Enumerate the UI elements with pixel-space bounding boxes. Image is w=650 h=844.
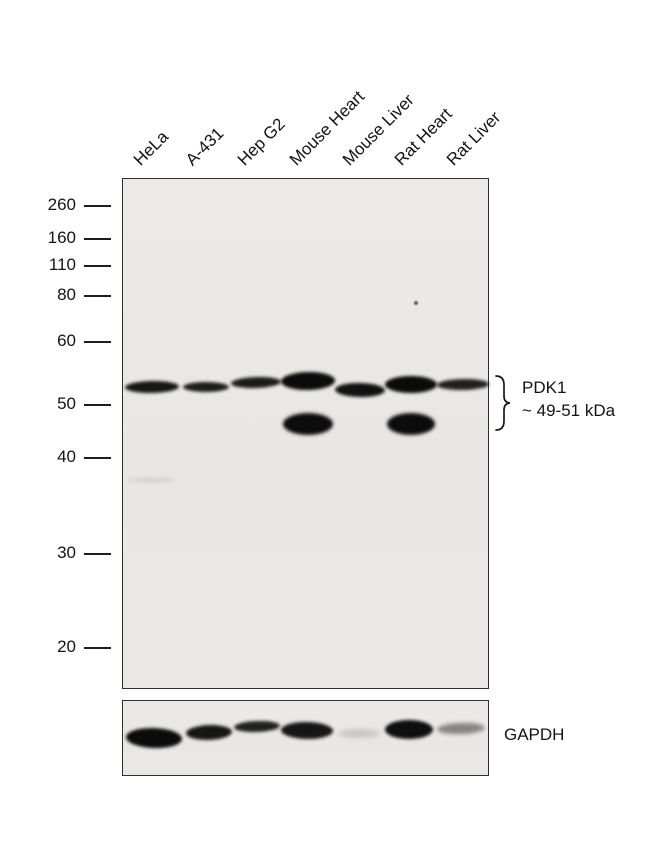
mw-marker-value: 50 [57, 394, 76, 413]
mw-marker-value: 80 [57, 285, 76, 304]
band-main-lower-mouse-heart [283, 413, 333, 435]
band-main-speck-rat-heart [414, 301, 418, 305]
lane-label-a-431: A-431 [181, 123, 228, 170]
band-main-a-431 [183, 382, 229, 392]
band-gapdh-rat-heart [385, 720, 433, 739]
mw-marker-tick [84, 553, 111, 555]
mw-marker-value: 20 [57, 637, 76, 656]
mw-marker-tick [84, 205, 111, 207]
target-protein-label: PDK1 [522, 378, 567, 397]
band-main-rat-heart [385, 376, 437, 393]
band-main-lower-rat-heart [387, 413, 435, 435]
mw-marker-tick [84, 404, 111, 406]
mw-marker-tick [84, 295, 111, 297]
lane-label-hela: HeLa [129, 127, 173, 170]
mw-marker-tick [84, 647, 111, 649]
loading-control-label: GAPDH [504, 725, 565, 744]
mw-marker-tick [84, 265, 111, 267]
mw-marker-tick [84, 238, 111, 240]
annotation-bracket [495, 375, 511, 431]
mw-marker-tick [84, 457, 111, 459]
mw-marker-tick [84, 341, 111, 343]
lane-label-hep-g2: Hep G2 [233, 114, 289, 170]
mw-marker-value: 260 [47, 195, 76, 214]
mw-marker-value: 40 [57, 447, 76, 466]
band-main-artifact-hela [126, 477, 176, 483]
band-gapdh-mouse-liver [338, 729, 380, 738]
target-mw-range-label: ~ 49-51 kDa [522, 401, 616, 420]
mw-marker-value: 30 [57, 543, 76, 562]
mw-marker-value: 60 [57, 331, 76, 350]
mw-marker-value: 160 [47, 228, 76, 247]
mw-marker-value: 110 [48, 255, 76, 274]
